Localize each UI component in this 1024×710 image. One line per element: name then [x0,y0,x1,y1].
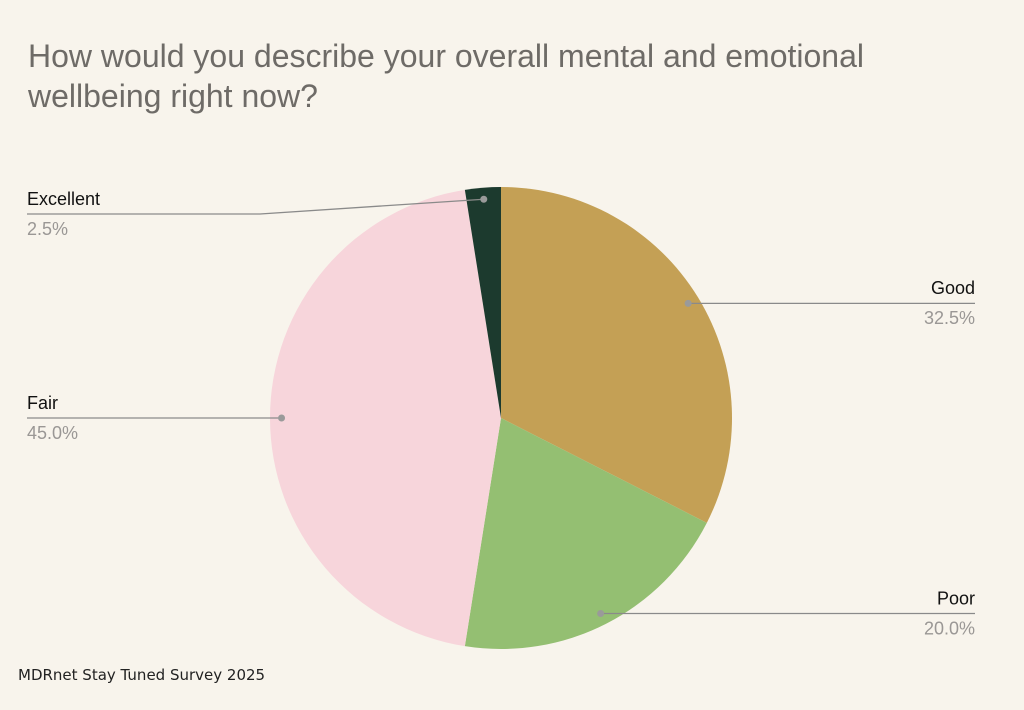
leader-dot [480,195,488,203]
pie-slice [501,187,732,523]
slice-label: Excellent [27,189,100,209]
slice-value: 20.0% [924,618,975,638]
slice-label: Fair [27,393,58,413]
slice-value: 2.5% [27,219,68,239]
slice-value: 45.0% [27,423,78,443]
pie-slice [464,418,707,649]
slice-label: Good [931,278,975,298]
slice-value: 32.5% [924,308,975,328]
chart: Good 32.5% Poor 20.0% Fair 45.0% Excellent 2.5% [27,187,975,649]
pie-slice [464,187,501,418]
leader-line [27,198,484,215]
pie-slice [270,189,501,647]
chart-title: How would you describe your overall ment… [28,38,864,114]
leader-dot [597,610,605,618]
leader-dot [684,299,692,307]
footnote: MDRnet Stay Tuned Survey 2025 [18,666,266,684]
leader-dot [278,414,286,422]
slice-label: Poor [937,588,975,608]
